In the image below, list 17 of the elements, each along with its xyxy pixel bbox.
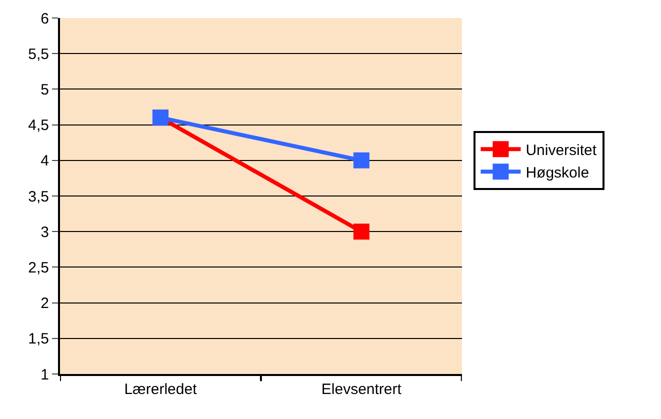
point (353, 224, 370, 240)
y-tick-label: 2,5 (28, 259, 49, 276)
y-tick-label: 1 (40, 366, 49, 384)
y-tick-label: 5,5 (28, 46, 49, 63)
x-tick-label: Lærerledet (124, 381, 198, 398)
legend-label: Universitet (526, 142, 598, 159)
point (353, 152, 370, 168)
y-tick-label: 3 (40, 224, 49, 241)
y-tick-label: 5 (40, 81, 49, 98)
y-tick-label: 1,5 (28, 330, 49, 348)
y-tick-label: 4 (40, 152, 49, 170)
y-tick-label: 6 (40, 10, 49, 28)
legend-label: Høgskole (526, 164, 590, 182)
y-tick-label: 4,5 (28, 117, 49, 134)
y-tick-label: 2 (40, 295, 49, 312)
y-tick-label: 3,5 (28, 188, 49, 206)
x-tick-label: Elevsentrert (321, 381, 402, 398)
